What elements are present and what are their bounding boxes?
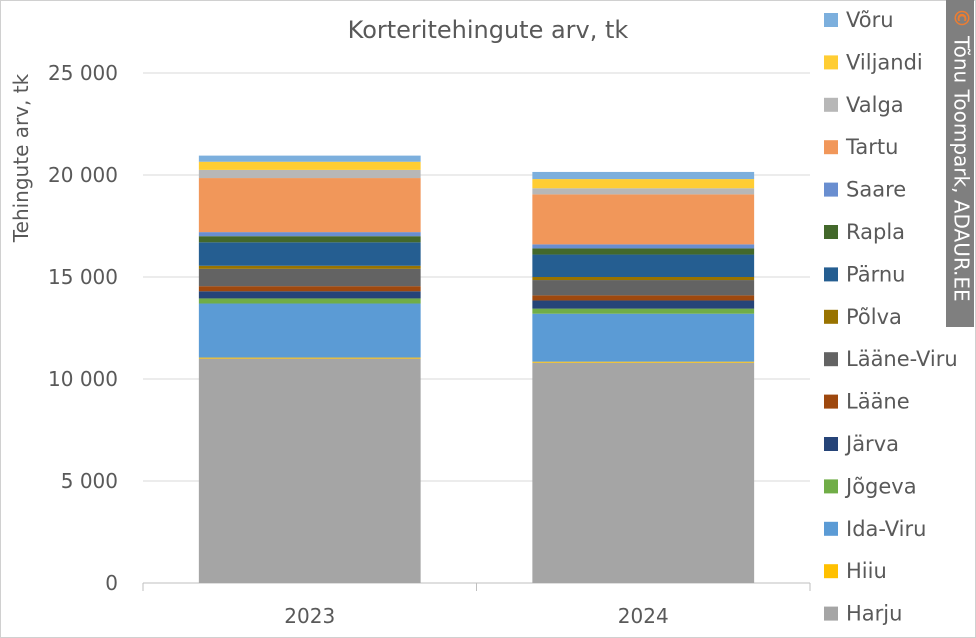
bars	[198, 155, 755, 583]
watermark: © Tõnu Toompark, ADAUR.EE	[946, 0, 974, 327]
legend-label: Hiiu	[846, 559, 887, 583]
y-axis-label: Tehingute arv, tk	[9, 73, 33, 243]
legend-label: Pärnu	[846, 262, 905, 286]
y-tick-labels: 0 5 000 10 000 15 000 20 000 25 000	[48, 61, 118, 595]
bar-segment-viljandi	[532, 179, 755, 189]
bar-segment-j-rva	[198, 291, 421, 299]
legend-swatch	[824, 606, 838, 621]
legend-swatch	[824, 437, 838, 451]
legend-label: Jõgeva	[844, 474, 917, 498]
legend-label: Rapla	[846, 220, 905, 244]
y-tick-label: 5 000	[61, 469, 118, 493]
bar-segment-v-ru	[532, 171, 755, 180]
bar-segment-saare	[198, 232, 421, 237]
y-tick-label: 25 000	[48, 61, 118, 85]
bar-segment-harju	[532, 362, 755, 583]
x-tick-label: 2023	[284, 604, 335, 628]
y-tick-label: 0	[105, 571, 118, 595]
legend-label: Põlva	[846, 305, 902, 329]
bar-segment-v-ru	[198, 155, 421, 162]
legend-swatch	[824, 13, 838, 27]
legend-swatch	[824, 352, 838, 367]
bar-segment-j-geva	[198, 298, 421, 304]
legend-swatch	[824, 182, 838, 197]
bar-segment-tartu	[198, 178, 421, 233]
legend-swatch	[824, 394, 838, 409]
bar-segment-rapla	[532, 248, 755, 255]
bar-segment-j-geva	[532, 308, 755, 314]
legend: Võru Viljandi Valga Tartu Saare Rapla Pärnu Põl…	[824, 8, 958, 626]
bar-segment-p-lva	[532, 277, 755, 281]
legend-label: Võru	[846, 8, 894, 32]
bar-segment-valga	[532, 188, 755, 195]
legend-label: Viljandi	[846, 50, 923, 74]
chart-title: Korteritehingute arv, tk	[348, 16, 629, 44]
y-tick-label: 15 000	[48, 265, 118, 289]
bar-segment-valga	[198, 169, 421, 179]
legend-swatch	[824, 97, 838, 112]
legend-label: Valga	[846, 93, 904, 117]
bar-segment-p-rnu	[532, 254, 755, 277]
legend-swatch	[824, 479, 838, 494]
y-tick-label: 10 000	[48, 367, 118, 391]
bar-segment-ida-viru	[532, 313, 755, 362]
bar-segment-l-ne-viru	[198, 268, 421, 287]
legend-label: Järva	[844, 432, 899, 456]
legend-label: Harju	[846, 602, 902, 626]
legend-label: Lääne	[846, 390, 910, 414]
x-tick-label: 2024	[618, 604, 669, 628]
copyright-icon: ©	[950, 8, 974, 28]
bar-segment-l-ne-viru	[532, 280, 755, 296]
y-tick-label: 20 000	[48, 163, 118, 187]
bar-segment-p-lva	[198, 265, 421, 269]
legend-swatch	[824, 55, 838, 70]
bar-segment-saare	[532, 244, 755, 249]
legend-label: Lääne-Viru	[846, 347, 958, 371]
bar-segment-rapla	[198, 236, 421, 243]
legend-swatch	[824, 225, 838, 239]
legend-swatch	[824, 267, 838, 282]
bar-segment-tartu	[532, 194, 755, 245]
bar-segment-j-rva	[532, 300, 755, 309]
watermark-text: Tõnu Toompark, ADAUR.EE	[950, 35, 974, 302]
bar-segment-hiiu	[532, 361, 755, 363]
legend-label: Tartu	[845, 135, 898, 159]
legend-label: Saare	[846, 178, 906, 202]
legend-label: Ida-Viru	[846, 517, 926, 541]
legend-swatch	[824, 309, 838, 324]
bar-segment-ida-viru	[198, 303, 421, 358]
legend-swatch	[824, 564, 838, 579]
bar-segment-l-ne	[532, 295, 755, 301]
bar-segment-hiiu	[198, 357, 421, 359]
legend-swatch	[824, 140, 838, 155]
bar-segment-p-rnu	[198, 242, 421, 266]
x-tick-labels: 2023 2024	[284, 604, 668, 628]
bar-segment-l-ne	[198, 286, 421, 292]
legend-swatch	[824, 521, 838, 536]
bar-segment-harju	[198, 358, 421, 583]
bar-segment-viljandi	[198, 161, 421, 170]
watermark-background	[946, 0, 974, 327]
